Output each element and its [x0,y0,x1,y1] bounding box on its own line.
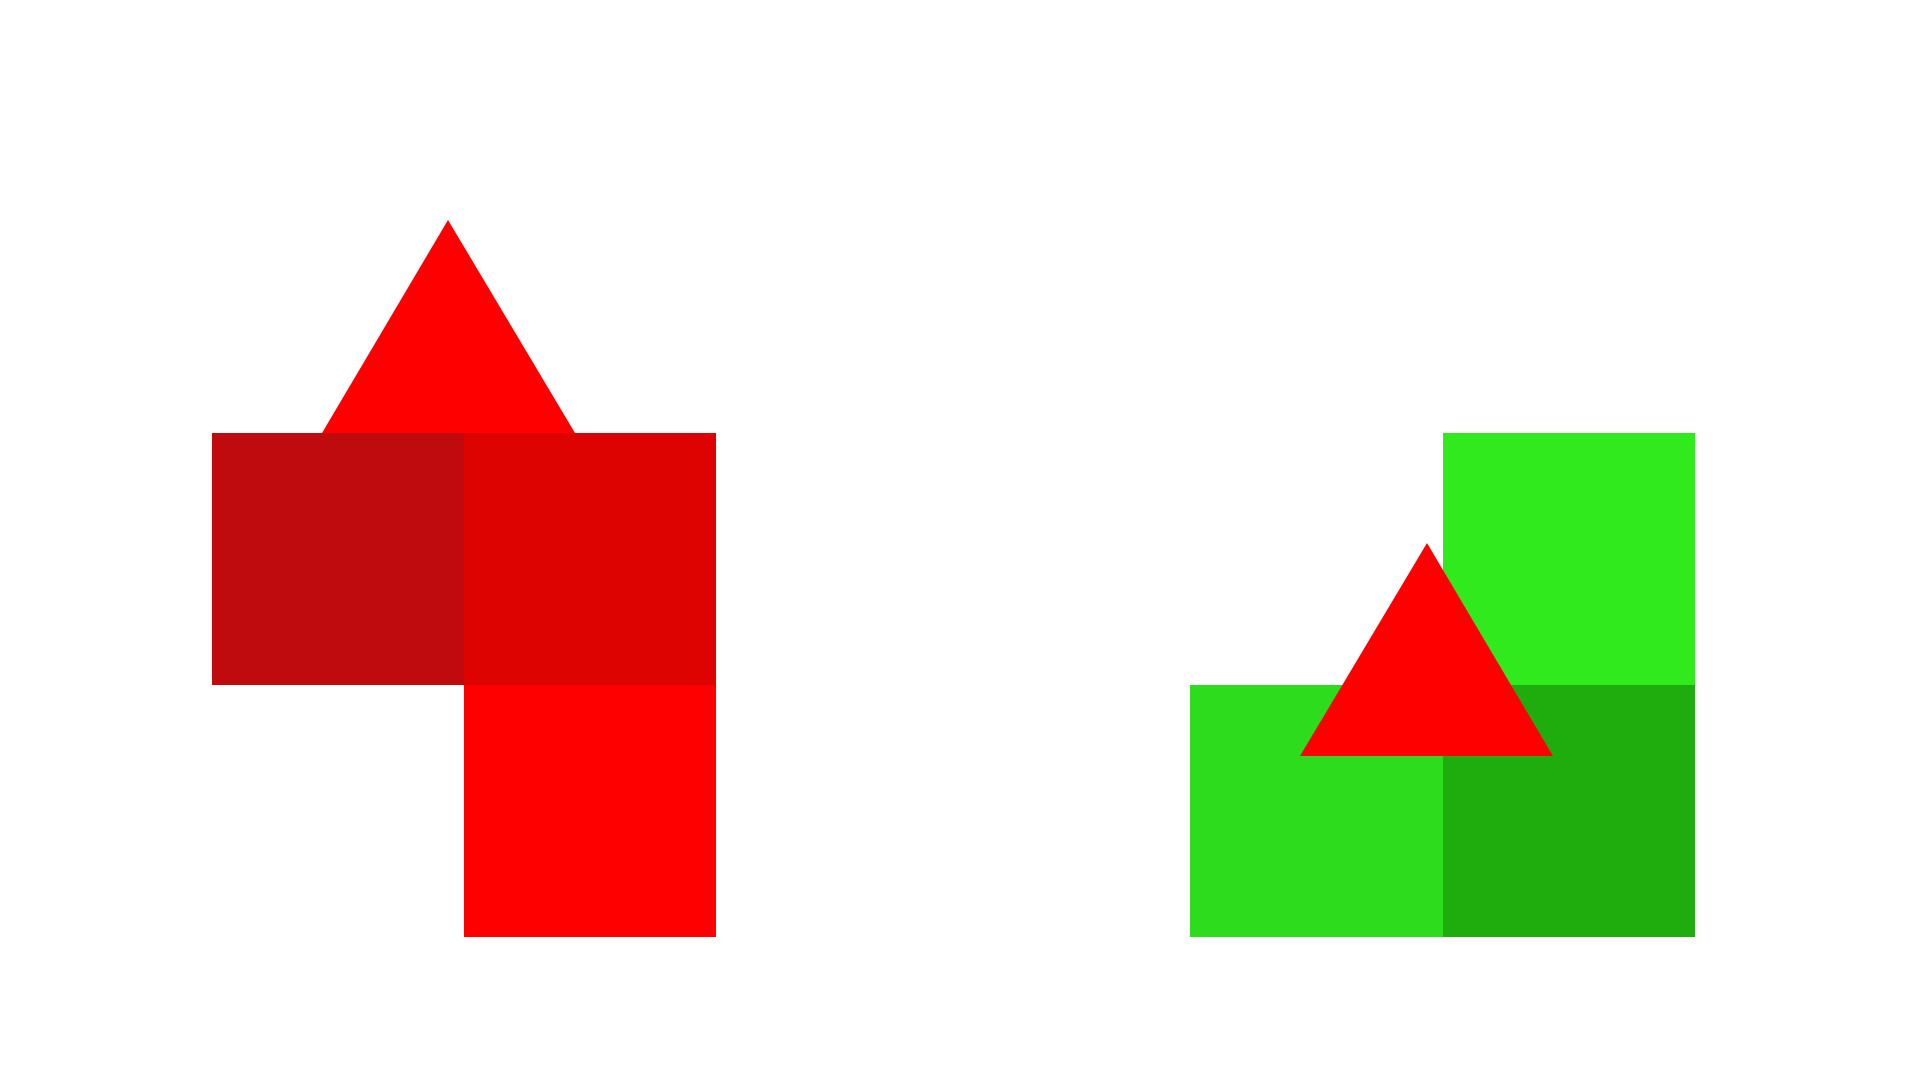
left-top-left-square [212,433,464,685]
right-shape-group [1190,433,1695,937]
right-triangle [1300,543,1553,756]
left-triangle [322,220,575,433]
left-bottom-square [464,685,716,937]
left-top-right-square [464,433,716,685]
left-shape-group [212,220,716,937]
